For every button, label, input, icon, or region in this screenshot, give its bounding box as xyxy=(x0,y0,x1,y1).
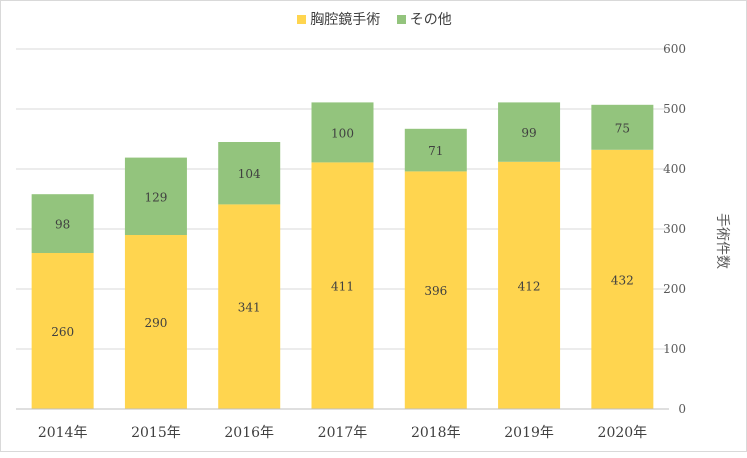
y-tick-label: 300 xyxy=(663,222,686,236)
legend: 胸腔鏡手術 その他 xyxy=(1,9,747,29)
x-tick-label: 2019年 xyxy=(504,425,554,441)
bars xyxy=(31,102,654,410)
bar-other-4 xyxy=(404,128,467,172)
legend-label-other: その他 xyxy=(409,12,452,28)
y-tick-label: 100 xyxy=(663,342,686,356)
y-tick-label: 500 xyxy=(663,102,686,116)
bar-thoracoscopic-5 xyxy=(498,161,561,409)
x-tick-label: 2015年 xyxy=(131,425,181,441)
x-tick-label: 2016年 xyxy=(224,425,274,441)
bar-thoracoscopic-0 xyxy=(31,253,94,409)
data-label: 396 xyxy=(424,284,447,298)
bar-thoracoscopic-1 xyxy=(124,235,187,409)
x-tick-label: 2018年 xyxy=(411,425,461,441)
x-tick-label: 2020年 xyxy=(598,425,648,441)
data-label: 411 xyxy=(331,280,354,294)
data-label: 412 xyxy=(518,279,541,293)
x-tick-label: 2017年 xyxy=(318,425,368,441)
bar-thoracoscopic-2 xyxy=(218,204,281,409)
y-tick-label: 400 xyxy=(663,162,686,176)
bar-other-2 xyxy=(218,142,281,205)
legend-item-thoracoscopic: 胸腔鏡手術 xyxy=(297,9,380,29)
data-label: 75 xyxy=(615,121,630,135)
legend-swatch-other xyxy=(396,14,406,24)
y-axis-title: 手術件数 xyxy=(714,213,730,269)
data-label: 71 xyxy=(428,144,443,158)
data-label: 341 xyxy=(238,301,261,315)
y-tick-label: 0 xyxy=(678,402,686,416)
legend-item-other: その他 xyxy=(396,9,452,29)
bar-other-3 xyxy=(311,102,374,163)
data-label: 290 xyxy=(144,316,167,330)
y-tick-label: 200 xyxy=(663,282,686,296)
y-tick-label: 600 xyxy=(663,42,686,56)
bar-other-6 xyxy=(591,104,654,150)
data-label: 98 xyxy=(55,218,70,232)
data-label: 100 xyxy=(331,126,354,140)
data-label: 99 xyxy=(521,126,536,140)
bar-thoracoscopic-3 xyxy=(311,162,374,409)
bar-other-0 xyxy=(31,194,94,253)
bar-other-1 xyxy=(124,157,187,235)
bar-thoracoscopic-4 xyxy=(404,171,467,409)
axes: 0 100 200 300 400 500 600 2014年 2015年 2016年 2017年 2… xyxy=(16,42,686,441)
legend-label-thoracoscopic: 胸腔鏡手術 xyxy=(310,12,381,28)
x-tick-label: 2014年 xyxy=(38,425,88,441)
data-label: 129 xyxy=(144,190,167,204)
data-label: 104 xyxy=(238,167,261,181)
data-label: 260 xyxy=(51,325,74,339)
data-labels: 260 98 290 129 341 104 411 100 396 71 412 99 432 75 xyxy=(51,121,634,339)
data-label: 432 xyxy=(611,273,634,287)
legend-swatch-thoracoscopic xyxy=(297,14,307,24)
bar-thoracoscopic-6 xyxy=(591,149,654,410)
bar-other-5 xyxy=(498,102,561,162)
